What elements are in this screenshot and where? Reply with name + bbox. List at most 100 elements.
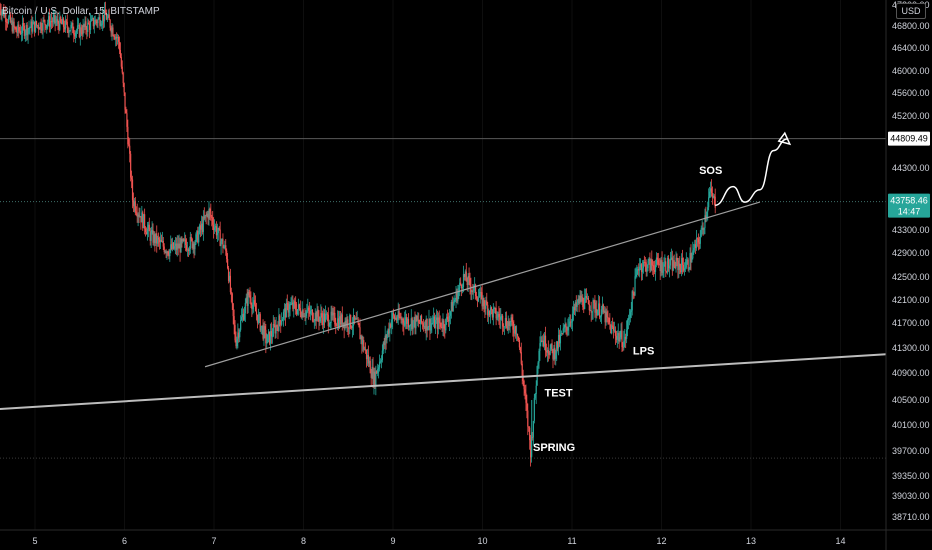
candle-body: [488, 310, 491, 316]
candle-body: [701, 227, 703, 229]
candle-body: [87, 22, 89, 32]
candle-body: [560, 333, 562, 335]
candle-body: [714, 196, 716, 208]
currency-badge[interactable]: USD: [896, 3, 926, 19]
candle-body: [438, 317, 440, 323]
candle-body: [37, 25, 39, 29]
candle-body: [419, 315, 422, 324]
candle-body: [389, 324, 391, 334]
candle-body: [480, 291, 482, 293]
candle-body: [70, 24, 72, 31]
candle-body: [259, 314, 261, 331]
candle-body: [288, 309, 290, 313]
candle-body: [613, 330, 616, 332]
candle-body: [496, 317, 498, 319]
candle-body: [172, 242, 175, 249]
candle-body: [227, 259, 229, 269]
time-axis[interactable]: 5 6 7 8 9 10 11 12 13 14: [0, 529, 932, 546]
candle-body: [621, 330, 623, 348]
candle-body: [452, 303, 454, 312]
candle-body: [312, 320, 314, 322]
price-tick-label: 44300.00: [892, 163, 930, 173]
candle-body: [459, 282, 461, 289]
candle-body: [145, 232, 148, 235]
candle-body: [453, 301, 455, 304]
candle-body: [191, 238, 193, 249]
candle-body: [654, 270, 656, 272]
candle-body: [12, 21, 14, 32]
time-tick-label: 10: [477, 536, 487, 546]
candle-body: [35, 21, 38, 26]
candle-body: [207, 213, 209, 219]
candle-body: [49, 21, 52, 27]
candle-body: [138, 214, 140, 217]
candle-body: [233, 316, 235, 326]
candle-body: [2, 9, 4, 12]
candle-body: [694, 244, 696, 248]
candle-body: [193, 243, 195, 250]
candle-body: [282, 318, 284, 322]
price-tick-label: 43300.00: [892, 225, 930, 235]
candle-body: [278, 315, 280, 331]
candle-body: [328, 325, 330, 327]
candle-body: [230, 292, 232, 294]
candle-body: [5, 13, 7, 23]
candle-body: [336, 325, 338, 327]
candle-body: [154, 234, 156, 244]
candle-body: [213, 227, 216, 231]
candle-body: [199, 225, 201, 233]
candle-body: [412, 320, 414, 330]
candle-body: [463, 274, 466, 277]
candle-body: [475, 295, 478, 299]
candle-body: [612, 325, 614, 327]
candle-body: [228, 275, 231, 281]
time-tick-label: 7: [211, 536, 216, 546]
price-tick-label: 39700.00: [892, 446, 930, 456]
candle-body: [527, 410, 529, 427]
price-axis[interactable]: 47200.0046800.0046400.0046000.0045600.00…: [885, 0, 930, 550]
price-tick-label: 39030.00: [892, 491, 930, 501]
candle-body: [504, 317, 507, 327]
candle-body: [314, 312, 316, 321]
candle-body: [447, 316, 449, 320]
candle-body: [204, 215, 206, 219]
candle-body: [48, 16, 50, 23]
projection-path: [715, 131, 792, 206]
candle-body: [429, 318, 431, 331]
candle-body: [22, 22, 25, 26]
candle-body: [376, 370, 378, 374]
candle-body: [523, 380, 525, 390]
price-tick-label: 40500.00: [892, 395, 930, 405]
candle-body: [210, 211, 212, 217]
candle-body: [418, 319, 420, 324]
candle-body: [415, 316, 417, 329]
candle-body: [601, 304, 603, 310]
candle-body: [113, 35, 115, 37]
candle-body: [335, 324, 337, 326]
candle-body: [397, 311, 399, 320]
candle-body: [540, 340, 542, 344]
candle-body: [179, 243, 181, 253]
candle-body: [366, 355, 369, 360]
candle-body: [250, 298, 252, 305]
candle-body: [596, 309, 598, 316]
candle-body: [115, 36, 117, 40]
support-trendline: [0, 353, 887, 411]
candle-body: [522, 375, 524, 381]
candle-body: [200, 223, 203, 230]
candle-body: [304, 315, 306, 317]
candle-body: [156, 233, 158, 244]
candle-body: [502, 315, 504, 327]
candle-body: [350, 314, 352, 328]
candle-body: [183, 239, 185, 241]
candle-body: [346, 319, 348, 326]
candle-body: [359, 327, 361, 340]
candle-body: [677, 260, 679, 270]
candle-body: [137, 214, 139, 217]
candle-body: [530, 440, 532, 458]
candle-body: [413, 317, 415, 321]
candle-body: [308, 307, 310, 311]
candle-body: [117, 36, 119, 39]
price-tick-label: 46000.00: [892, 66, 930, 76]
